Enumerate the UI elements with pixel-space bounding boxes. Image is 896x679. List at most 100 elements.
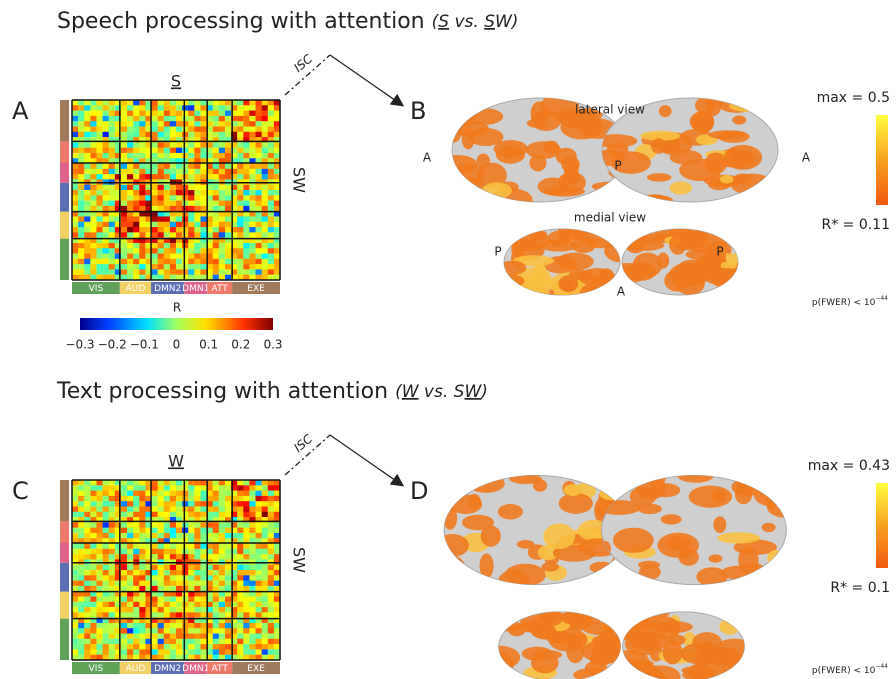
colorbar-tick-label: 0 [173, 338, 181, 352]
activation-blob [601, 475, 627, 486]
matrix-cell [273, 168, 281, 175]
matrix-cell [96, 633, 103, 640]
matrix-cell [108, 532, 116, 539]
matrix-cell [84, 163, 91, 170]
matrix-cell [151, 216, 158, 223]
matrix-cell [96, 501, 103, 507]
matrix-cell [188, 570, 195, 576]
matrix-cell [224, 174, 232, 180]
matrix-cell [188, 184, 195, 191]
matrix-cell [72, 147, 79, 154]
matrix-cell [200, 269, 207, 276]
matrix-cell [261, 126, 269, 133]
matrix-cell [200, 168, 207, 175]
matrix-cell [188, 115, 195, 122]
matrix-cell [84, 638, 91, 645]
matrix-cell [108, 168, 116, 175]
matrix-cell [114, 253, 122, 260]
matrix-cell [127, 480, 134, 486]
matrix-cell [96, 564, 103, 571]
matrix-cell [267, 211, 275, 217]
matrix-cell [127, 221, 134, 228]
matrix-cell [114, 649, 122, 656]
matrix-cell [157, 522, 165, 528]
matrix-cell [169, 269, 177, 276]
matrix-cell [249, 654, 256, 661]
matrix-cell [231, 501, 238, 507]
matrix-cell [267, 480, 275, 486]
matrix-cell [218, 601, 226, 608]
matrix-cell [139, 274, 146, 281]
matrix-cell [261, 532, 269, 539]
matrix-cell [151, 264, 158, 270]
matrix-cell [133, 628, 140, 634]
matrix-cell [212, 644, 220, 650]
matrix-cell [84, 168, 91, 175]
matrix-cell [102, 248, 110, 254]
matrix-cell [188, 237, 195, 244]
matrix-cell [157, 242, 165, 249]
matrix-cell [243, 654, 250, 661]
matrix-cell [96, 596, 103, 603]
matrix-cell [206, 585, 214, 592]
matrix-cell [114, 654, 122, 661]
matrix-cell [120, 612, 128, 618]
matrix-cell [90, 137, 97, 143]
matrix-cell [96, 269, 103, 276]
matrix-cell [96, 617, 103, 624]
matrix-cell [200, 570, 207, 576]
matrix-cell [157, 232, 165, 238]
matrix-cell [169, 517, 177, 523]
matrix-cell [267, 633, 275, 640]
matrix-cell [194, 168, 201, 175]
matrix-cell [145, 570, 152, 576]
matrix-cell [261, 227, 269, 233]
matrix-cell [163, 163, 171, 170]
matrix-cell [84, 269, 91, 276]
matrix-cell [237, 511, 244, 518]
brain-activation [622, 229, 738, 295]
matrix-cell [127, 142, 134, 148]
matrix-cell [218, 538, 226, 544]
matrix-cell [169, 147, 177, 154]
matrix-cell [84, 216, 91, 223]
matrix-cell [139, 532, 146, 539]
matrix-cell [108, 195, 116, 201]
matrix-cell [176, 142, 183, 148]
matrix-cell [90, 607, 97, 613]
matrix-cell [90, 158, 97, 164]
colorbar-label: R [173, 301, 181, 315]
matrix-cell [231, 216, 238, 223]
matrix-cell [84, 142, 91, 148]
matrix-cell [102, 601, 110, 608]
matrix-cell [108, 511, 116, 518]
matrix-cell [120, 554, 128, 560]
matrix-cell [182, 115, 189, 122]
matrix-cell [224, 580, 232, 587]
matrix-cell [194, 480, 201, 486]
matrix-cell [90, 205, 97, 212]
matrix-cell [120, 147, 128, 154]
matrix-cell [182, 522, 189, 528]
matrix-cell [163, 591, 171, 597]
matrix-cell [243, 511, 250, 518]
matrix-cell [157, 137, 165, 143]
matrix-cell [261, 200, 269, 207]
matrix-cell [145, 580, 152, 587]
matrix-cell [273, 100, 281, 106]
matrix-cell [120, 596, 128, 603]
matrix-cell [72, 638, 79, 645]
matrix-cell [114, 147, 122, 154]
matrix-cell [273, 190, 281, 196]
activation-blob [696, 567, 728, 585]
matrix-cell [108, 622, 116, 629]
matrix-cell [96, 216, 103, 223]
matrix-cell [151, 570, 158, 576]
matrix-cell [102, 485, 110, 491]
matrix-cell [145, 126, 152, 133]
matrix-cell [188, 495, 195, 502]
matrix-cell [127, 110, 134, 117]
matrix-cell [108, 596, 116, 603]
matrix-cell [255, 227, 262, 233]
matrix-cell [114, 601, 122, 608]
